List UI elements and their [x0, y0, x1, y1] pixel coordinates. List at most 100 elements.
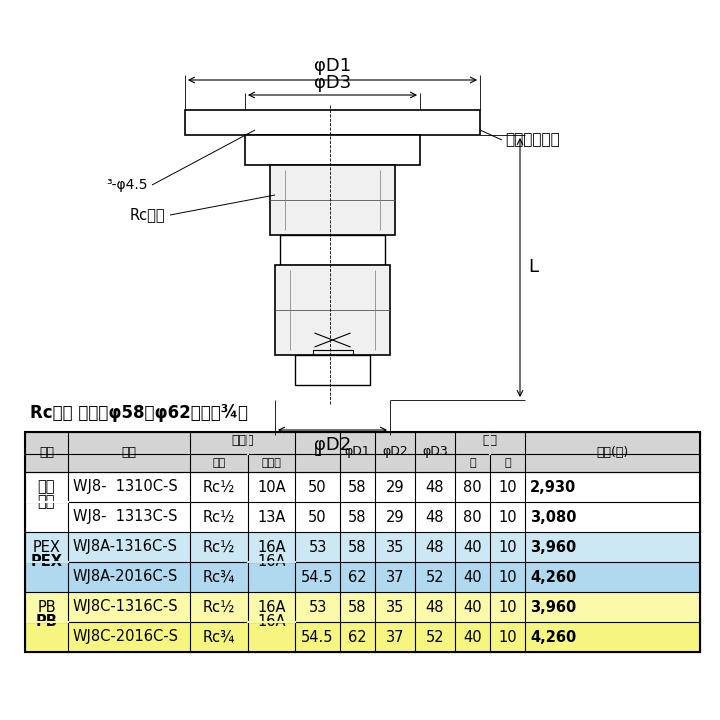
Text: L: L	[314, 446, 321, 459]
Text: Rc½: Rc½	[203, 480, 235, 495]
Text: 16A: 16A	[257, 539, 286, 554]
Bar	[25, 472, 700, 502]
Text: 54.5: 54.5	[301, 570, 334, 585]
Text: 40: 40	[463, 600, 482, 614]
Text: φD3: φD3	[314, 74, 351, 92]
Text: WJ8A-2016C-S: WJ8A-2016C-S	[73, 570, 179, 585]
Text: WJ8-  1313C-S: WJ8- 1313C-S	[73, 510, 178, 524]
Text: 58: 58	[348, 539, 366, 554]
Text: 40: 40	[463, 629, 482, 644]
Bar	[25, 532, 700, 562]
Text: 価格(円): 価格(円)	[596, 446, 629, 459]
Text: 呼び径: 呼び径	[231, 433, 253, 446]
Bar	[185, 110, 480, 135]
Text: Rcねじ ツバ径φ58（φ62呼び径¾）: Rcねじ ツバ径φ58（φ62呼び径¾）	[30, 404, 248, 422]
Text: 48: 48	[426, 600, 444, 614]
Text: 50: 50	[308, 510, 327, 524]
Text: PB: PB	[37, 600, 56, 614]
Text: 入数: 入数	[482, 433, 498, 446]
Bar	[270, 165, 395, 235]
Text: 50: 50	[308, 480, 327, 495]
Text: 16A: 16A	[257, 614, 286, 629]
Text: 10: 10	[498, 510, 517, 524]
Text: 10: 10	[498, 570, 517, 585]
Bar	[25, 622, 700, 652]
Text: Rcねじ: Rcねじ	[130, 207, 165, 222]
Text: 16A: 16A	[257, 600, 286, 614]
Text: 62: 62	[348, 570, 366, 585]
Text: Rc½: Rc½	[203, 539, 235, 554]
Text: PEX: PEX	[32, 539, 60, 554]
Text: 48: 48	[426, 539, 444, 554]
Bar	[25, 502, 700, 532]
Text: 58: 58	[348, 600, 366, 614]
Text: 10: 10	[498, 600, 517, 614]
Text: 35: 35	[386, 539, 404, 554]
Text: 10: 10	[498, 480, 517, 495]
Text: ³-φ4.5: ³-φ4.5	[107, 178, 148, 192]
Text: 4,260: 4,260	[530, 629, 576, 644]
Text: φD3: φD3	[422, 446, 448, 459]
Text: 52: 52	[426, 570, 444, 585]
Text: WJ8A-1316C-S: WJ8A-1316C-S	[73, 539, 178, 554]
Text: φD1: φD1	[314, 57, 351, 75]
Text: 54.5: 54.5	[301, 629, 334, 644]
Text: 80: 80	[463, 480, 482, 495]
Text: Rc½: Rc½	[203, 510, 235, 524]
Text: ゴムパッキン: ゴムパッキン	[505, 132, 559, 148]
Text: φD1: φD1	[345, 446, 370, 459]
Bar	[312, 350, 353, 372]
Text: 品番: 品番	[122, 446, 137, 459]
Text: 10A: 10A	[257, 480, 286, 495]
Text: 40: 40	[463, 570, 482, 585]
Text: ねじ: ねじ	[212, 458, 225, 468]
Text: 48: 48	[426, 480, 444, 495]
Text: PEX: PEX	[30, 554, 63, 570]
Text: PB: PB	[35, 614, 58, 629]
Text: 10: 10	[498, 539, 517, 554]
Text: L: L	[528, 258, 538, 276]
Text: Rc½: Rc½	[203, 600, 235, 614]
Text: WJ8-  1310C-S: WJ8- 1310C-S	[73, 480, 178, 495]
Text: Rc¾: Rc¾	[203, 570, 235, 585]
Text: 62: 62	[348, 629, 366, 644]
Text: 58: 58	[348, 510, 366, 524]
Text: 3,080: 3,080	[530, 510, 577, 524]
Text: Rc¾: Rc¾	[203, 629, 235, 644]
Text: 3,960: 3,960	[530, 600, 576, 614]
Text: WJ8C-2016C-S: WJ8C-2016C-S	[73, 629, 179, 644]
Text: 29: 29	[386, 510, 405, 524]
Text: 52: 52	[426, 629, 444, 644]
Text: φD2: φD2	[314, 436, 351, 454]
Text: 53: 53	[308, 539, 327, 554]
Text: 共用: 共用	[37, 480, 55, 495]
Text: 2,930: 2,930	[530, 480, 576, 495]
Text: 共用: 共用	[37, 495, 55, 510]
Text: 4,260: 4,260	[530, 570, 576, 585]
Text: 10: 10	[498, 629, 517, 644]
Text: 樹脂管: 樹脂管	[261, 458, 282, 468]
Text: 29: 29	[386, 480, 405, 495]
Bar	[25, 562, 700, 592]
Text: 53: 53	[308, 600, 327, 614]
Text: 13A: 13A	[257, 510, 286, 524]
Bar	[25, 432, 700, 652]
Bar	[25, 592, 700, 622]
Text: 大: 大	[469, 458, 476, 468]
Text: 小: 小	[504, 458, 510, 468]
Bar	[280, 235, 385, 265]
Bar	[245, 135, 420, 165]
Bar	[25, 432, 700, 472]
Text: 適用: 適用	[39, 446, 54, 459]
Text: 48: 48	[426, 510, 444, 524]
Text: 37: 37	[386, 570, 404, 585]
Bar	[275, 265, 390, 355]
Text: 80: 80	[463, 510, 482, 524]
Text: 16A: 16A	[257, 554, 286, 570]
Text: 35: 35	[386, 600, 404, 614]
Text: 58: 58	[348, 480, 366, 495]
Text: 37: 37	[386, 629, 404, 644]
Text: 40: 40	[463, 539, 482, 554]
Text: φD2: φD2	[382, 446, 408, 459]
Text: 3,960: 3,960	[530, 539, 576, 554]
